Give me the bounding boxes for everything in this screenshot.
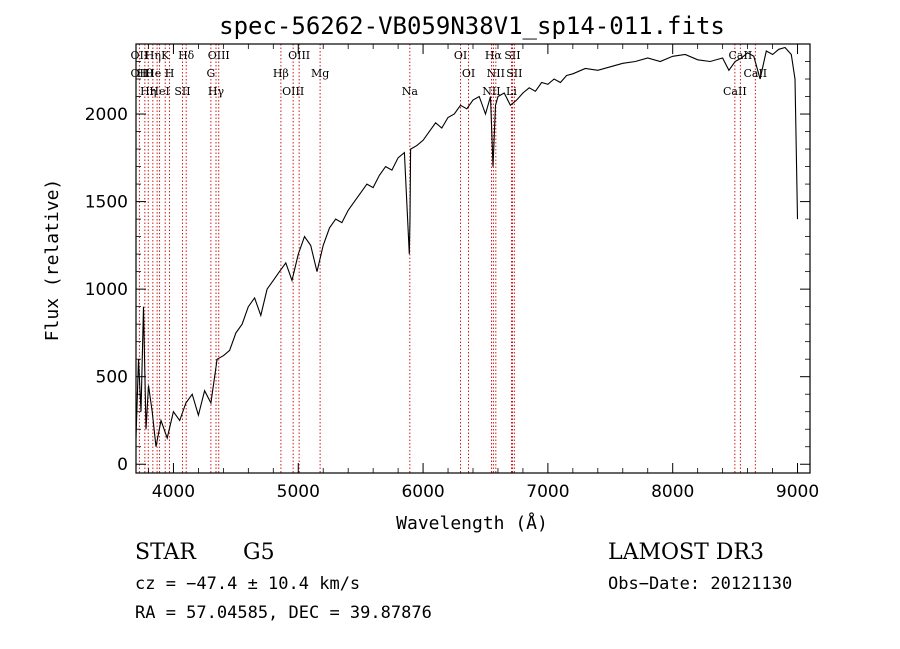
line-label: Hγ [208,85,225,98]
line-label: CaII [729,49,753,62]
line-label: Hθ [137,67,154,80]
y-tick-label: 500 [96,368,128,388]
redshift-cz: cz = −47.4 ± 10.4 km/s [135,574,361,594]
y-tick-label: 1500 [85,193,128,213]
line-label: HeI [149,85,169,98]
line-label: Na [402,85,419,98]
y-axis: 0 500 1000 1500 2000 [85,61,810,475]
line-label: Hδ [178,49,195,62]
line-label: OI [462,67,475,80]
x-tick-label: 4000 [152,482,195,502]
observation-date: Obs−Date: 20121130 [608,574,793,594]
x-tick-label: 8000 [651,482,694,502]
line-label: OIII [208,49,230,62]
line-label: Hη [145,49,161,62]
line-label: K [161,49,170,62]
x-tick-label: 5000 [277,482,320,502]
y-axis-label: Flux (relative) [42,179,63,342]
y-tick-label: 0 [117,455,128,475]
line-label: SII [174,85,190,98]
y-tick-label: 2000 [85,105,128,125]
coordinates: RA = 57.04585, DEC = 39.87876 [135,603,432,623]
line-label: Hα [485,49,503,62]
survey-name: LAMOST DR3 [608,540,764,565]
x-axis: 4000 5000 6000 7000 8000 9000 [148,44,819,502]
line-label: SII [506,67,522,80]
line-label: OI [454,49,467,62]
spectrum-series-line [135,46,799,447]
spectral-subclass: G5 [243,540,275,565]
line-label: OIII [288,49,310,62]
line-label: Hη [140,85,156,98]
x-tick-label: 6000 [401,482,444,502]
line-label: OIII [282,85,304,98]
line-label: Hβ [273,67,289,80]
line-label: NII [482,85,500,98]
plot-frame [135,43,811,474]
line-label: CaII [743,67,767,80]
line-label: OII [131,67,149,80]
line-label: G [206,67,215,80]
line-label: OII [131,49,149,62]
line-label: CaII [723,85,747,98]
chart-title: spec-56262-VB059N38V1_sp14-011.fits [219,12,725,40]
x-tick-label: 9000 [776,482,819,502]
emission-lines-layer [138,44,756,473]
line-label: He I [145,67,169,80]
object-class: STAR [135,540,196,565]
line-label: SII [504,49,520,62]
line-label: H [165,67,175,80]
x-tick-label: 7000 [526,482,569,502]
line-label: Li [506,85,517,98]
y-tick-label: 1000 [85,280,128,300]
line-label: NII [487,67,505,80]
x-axis-label: Wavelength (Å) [396,512,548,534]
line-label: Mg [311,67,329,80]
